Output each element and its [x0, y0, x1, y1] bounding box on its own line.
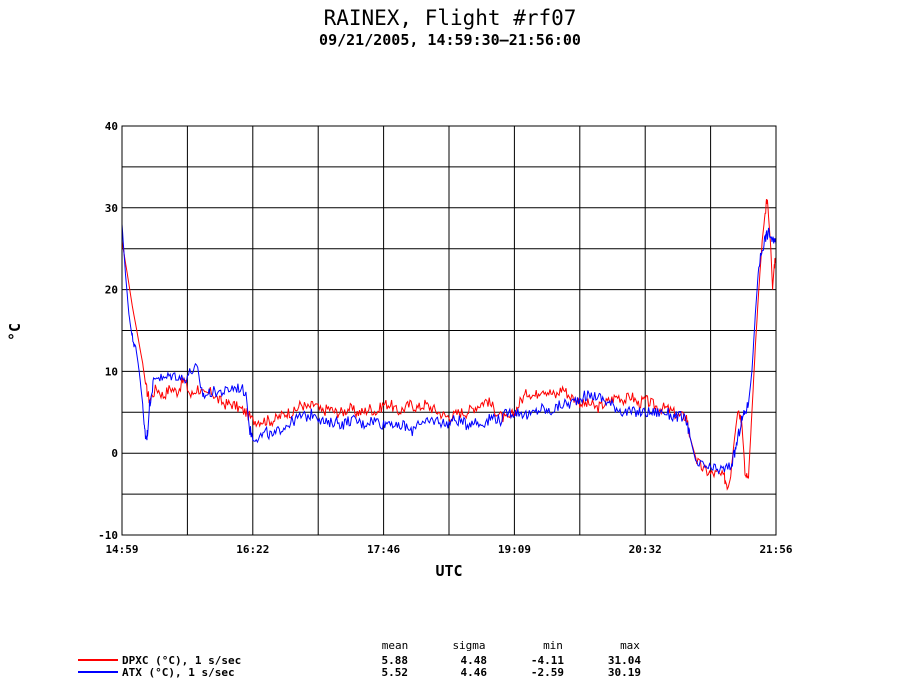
legend: mean sigma min max DPXC (°C), 1 s/sec 5.…: [78, 639, 641, 679]
y-tick-label: -10: [98, 529, 118, 542]
y-tick-label: 20: [105, 284, 118, 297]
legend-label-dpxc: DPXC (°C), 1 s/sec: [122, 654, 241, 667]
stat-header-sigma: sigma: [452, 639, 485, 652]
chart-subtitle: 09/21/2005, 14:59:30–21:56:00: [319, 31, 581, 49]
x-tick-label: 21:56: [759, 543, 792, 556]
atx-max: 30.19: [608, 666, 641, 679]
y-tick-label: 0: [111, 447, 118, 460]
plot-frame: [121, 125, 777, 536]
series-lines: [121, 199, 777, 491]
legend-label-atx: ATX (°C), 1 s/sec: [122, 666, 235, 679]
x-tick-label: 16:22: [236, 543, 269, 556]
dpxc-max: 31.04: [608, 654, 641, 667]
x-tick-label: 14:59: [105, 543, 138, 556]
stat-header-max: max: [620, 639, 640, 652]
x-tick-label: 17:46: [367, 543, 400, 556]
dpxc-min: -4.11: [531, 654, 564, 667]
x-tick-labels: 14:59 16:22 17:46 19:09 20:32 21:56: [105, 543, 792, 556]
grid: [122, 126, 776, 535]
x-tick-label: 20:32: [629, 543, 662, 556]
atx-min: -2.59: [531, 666, 564, 679]
series-line-atx: [121, 224, 777, 475]
dpxc-sigma: 4.48: [461, 654, 488, 667]
x-axis-label: UTC: [435, 562, 462, 580]
atx-mean: 5.52: [382, 666, 409, 679]
y-tick-label: 30: [105, 202, 118, 215]
stat-header-min: min: [543, 639, 563, 652]
y-axis-label: °C: [6, 323, 24, 341]
x-tick-label: 19:09: [498, 543, 531, 556]
y-tick-label: 40: [105, 120, 118, 133]
series-line-dpxc: [121, 199, 777, 491]
chart-title: RAINEX, Flight #rf07: [324, 6, 577, 30]
stat-header-mean: mean: [382, 639, 409, 652]
y-tick-label: 10: [105, 365, 118, 378]
atx-sigma: 4.46: [461, 666, 488, 679]
y-tick-labels: 40 30 20 10 0 -10: [98, 120, 118, 542]
dpxc-mean: 5.88: [382, 654, 409, 667]
